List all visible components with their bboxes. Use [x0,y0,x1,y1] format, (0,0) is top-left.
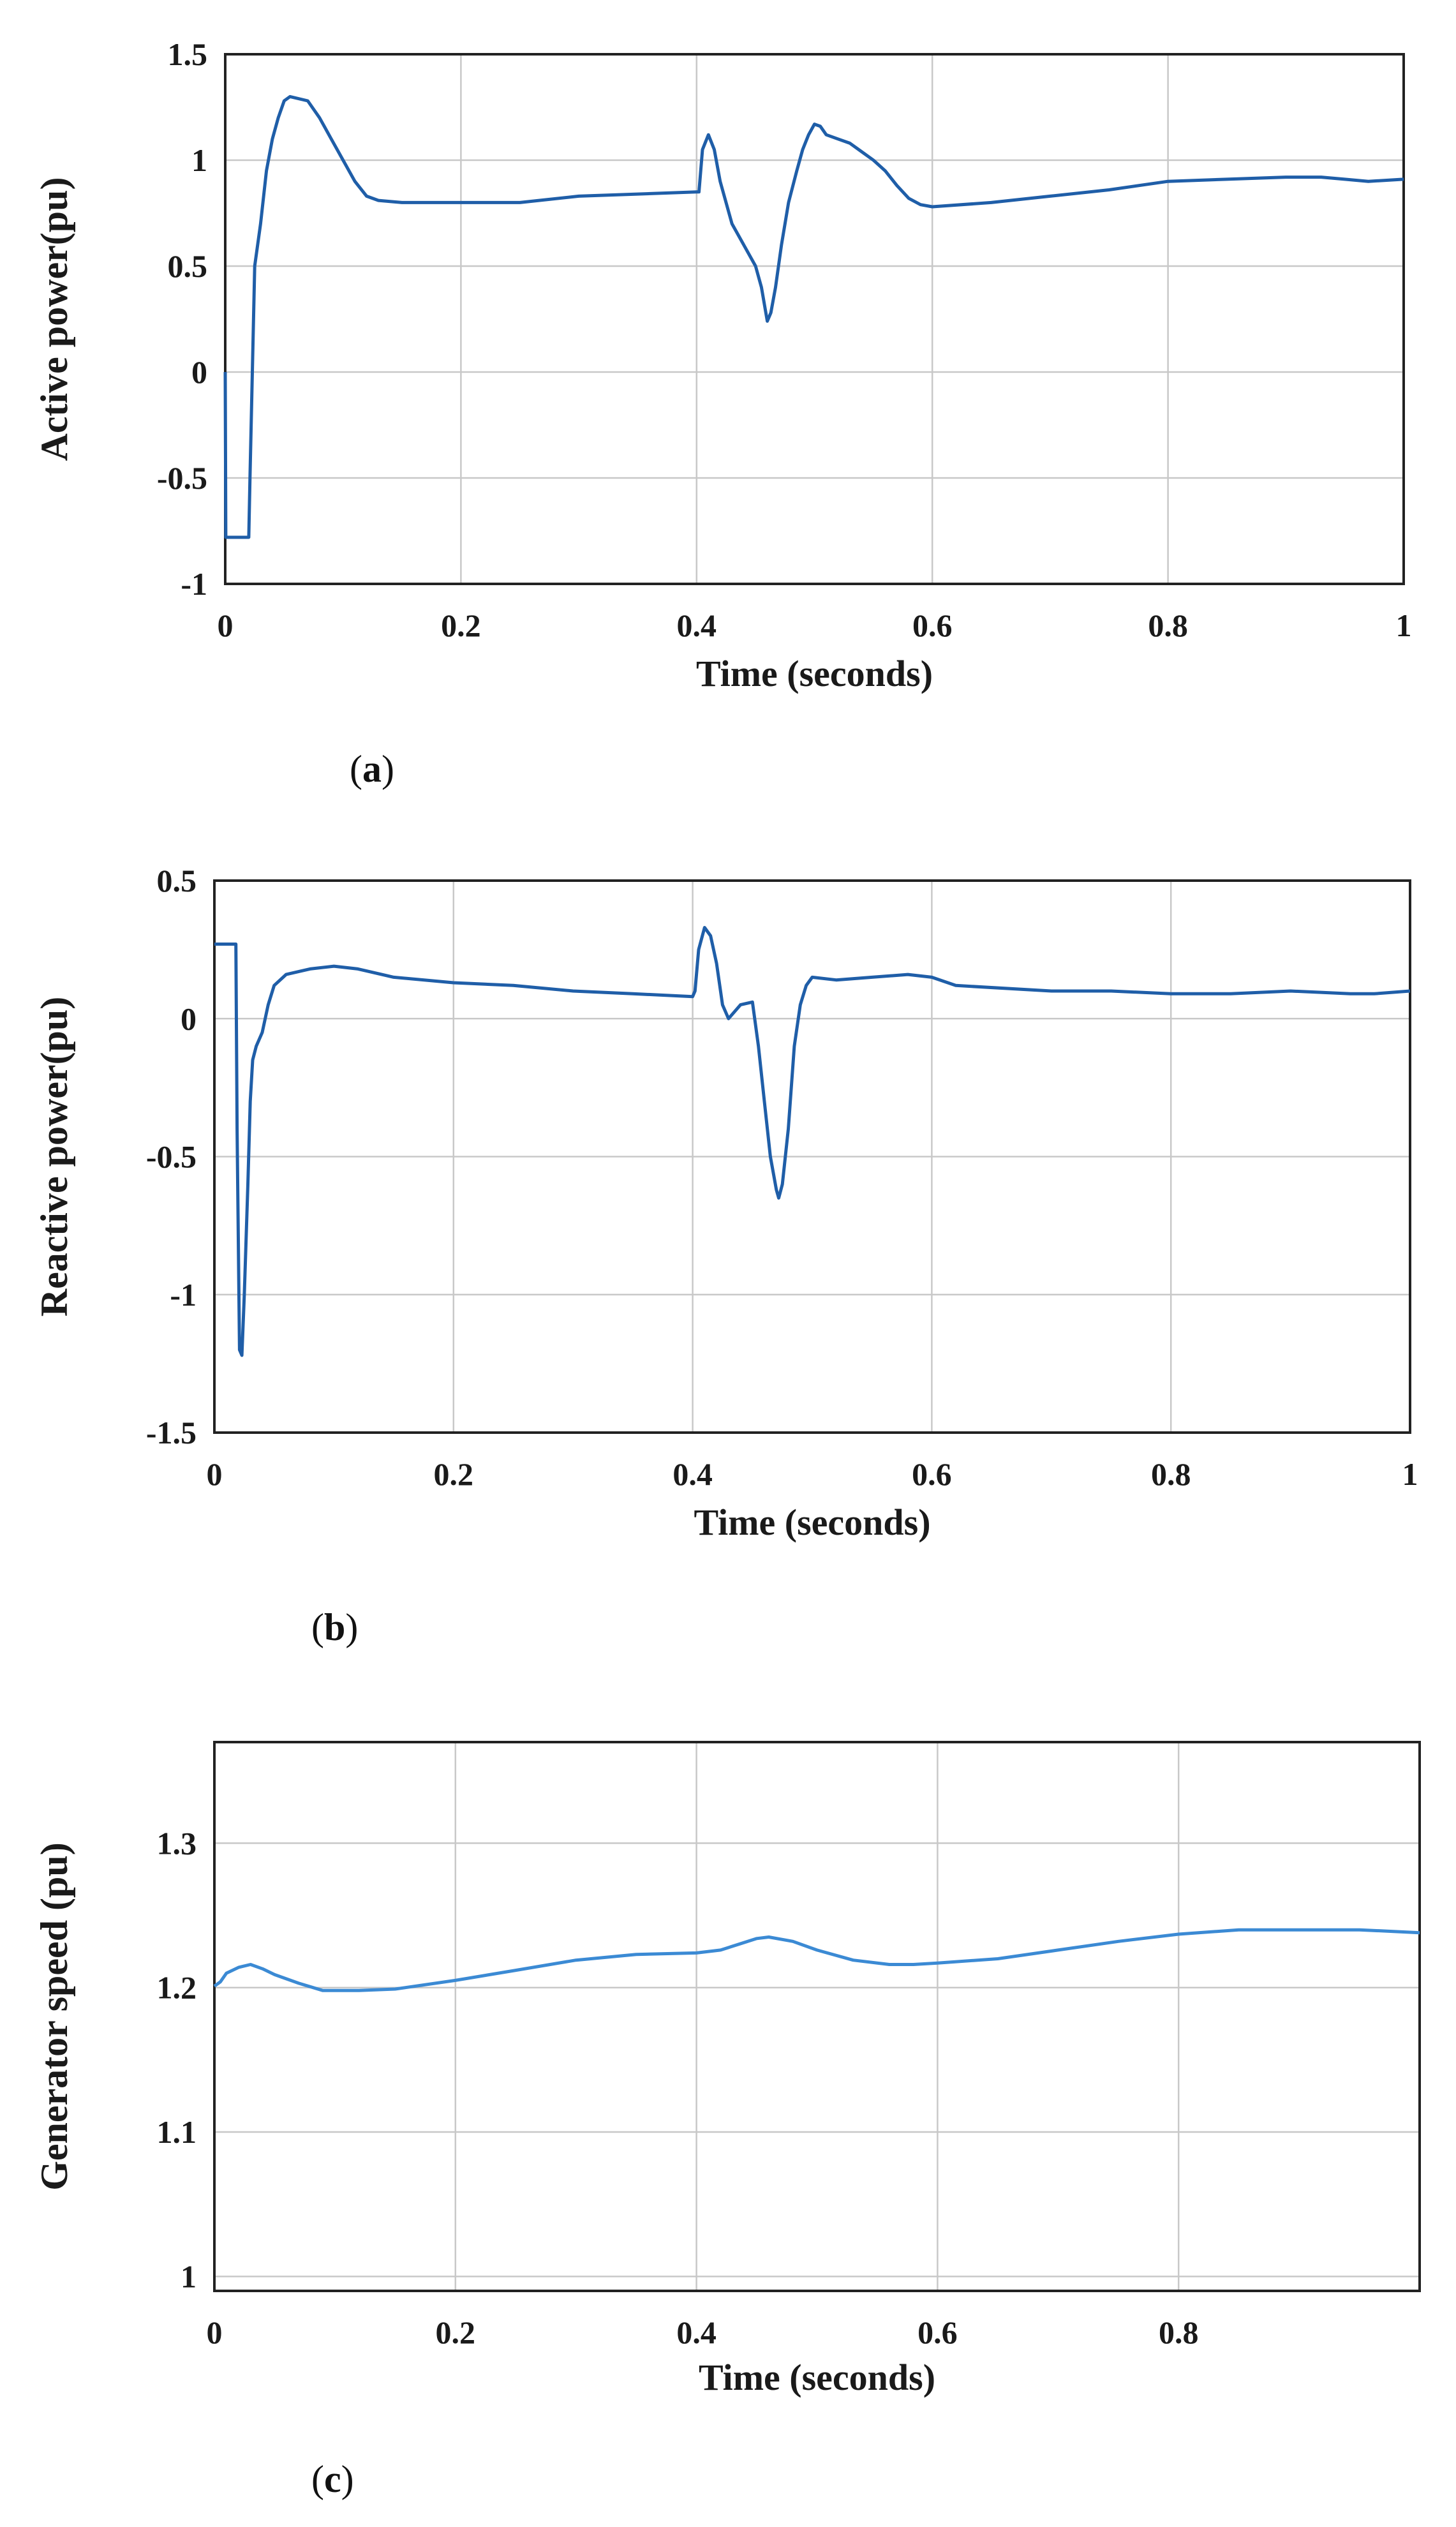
caption-c: (c) [311,2458,354,2500]
x-tick-label: 0.8 [1148,608,1188,643]
caption-c-letter: c [324,2458,341,2500]
plot-frame-c [213,1741,1421,2292]
y-tick-labels-b: -1.5 -1 -0.5 0 0.5 [146,863,197,1450]
x-tick-label: 0.6 [917,2315,958,2350]
y-tick-label: -0.5 [157,460,207,496]
x-axis-label-c: Time (seconds) [699,2357,935,2398]
y-tick-label: 0.5 [157,863,197,898]
x-tick-label: 0.4 [677,608,717,643]
x-tick-label: 0 [207,1456,223,1492]
caption-a-paren: ( [350,748,362,790]
x-tick-label: 0 [207,2315,223,2350]
x-tick-label: 0.2 [434,1456,474,1492]
grid-lines-b [213,879,1411,1434]
caption-c-paren: ) [341,2458,354,2500]
y-tick-label: 1.5 [168,36,208,72]
caption-c-paren: ( [311,2458,324,2500]
caption-b: (b) [311,1606,358,1648]
y-tick-label: -1 [181,566,207,602]
y-tick-labels-c: 1 1.1 1.2 1.3 [157,1825,197,2294]
chart-active-power: -1 -0.5 0 0.5 1 1.5 0 0.2 0.4 0.6 0.8 1 … [33,36,1412,694]
y-tick-label: -1 [170,1277,197,1313]
x-tick-label: 1 [1402,1456,1418,1492]
x-tick-label: 0.4 [676,2315,717,2350]
caption-a-letter: a [362,748,382,790]
y-tick-label: 1 [191,142,207,178]
y-tick-labels-a: -1 -0.5 0 0.5 1 1.5 [157,36,207,602]
x-axis-label-b: Time (seconds) [694,1502,930,1543]
x-tick-labels-c: 0 0.2 0.4 0.6 0.8 [207,2315,1199,2350]
x-tick-label: 0.6 [912,1456,952,1492]
y-tick-label: 0 [181,1001,197,1036]
caption-b-letter: b [324,1606,345,1648]
caption-a-paren: ) [382,748,394,790]
y-axis-label-c: Generator speed (pu) [33,1842,75,2191]
caption-a: (a) [350,748,394,790]
x-tick-labels-b: 0 0.2 0.4 0.6 0.8 1 [207,1456,1418,1492]
x-tick-label: 0.8 [1159,2315,1199,2350]
chart-generator-speed: 1 1.1 1.2 1.3 0 0.2 0.4 0.6 0.8 Time (se… [33,1741,1421,2398]
y-tick-label: -0.5 [146,1139,197,1175]
plot-frame-b [213,879,1411,1434]
y-axis-label-b: Reactive power(pu) [33,997,75,1317]
x-tick-label: 0.4 [672,1456,713,1492]
y-tick-label: 1.1 [157,2114,197,2150]
series-line-generator-speed [213,1928,1420,1992]
series-line-active-power [223,94,1404,539]
y-tick-label: 1 [181,2258,197,2294]
grid-lines-c [213,1742,1420,2291]
x-tick-label: 0 [218,608,234,643]
x-tick-label: 0.2 [436,2315,476,2350]
x-tick-label: 0.6 [912,608,953,643]
plot-frame-a [224,53,1405,585]
y-tick-label: 0.5 [168,248,208,284]
x-tick-label: 0.8 [1151,1456,1191,1492]
x-tick-label: 0.2 [441,608,481,643]
y-axis-label-a: Active power(pu) [33,177,75,461]
series-line-reactive-power [214,926,1411,1357]
y-tick-label: 0 [191,354,207,390]
caption-b-paren: ) [345,1606,358,1648]
y-tick-label: -1.5 [146,1415,197,1450]
y-tick-label: 1.2 [157,1970,197,2006]
x-tick-label: 1 [1396,608,1412,643]
chart-reactive-power: -1.5 -1 -0.5 0 0.5 0 0.2 0.4 0.6 0.8 1 T… [33,863,1418,1543]
y-tick-label: 1.3 [157,1825,197,1861]
grid-lines-a [224,53,1405,585]
caption-b-paren: ( [311,1606,324,1648]
x-tick-labels-a: 0 0.2 0.4 0.6 0.8 1 [218,608,1412,643]
x-axis-label-a: Time (seconds) [696,653,933,694]
